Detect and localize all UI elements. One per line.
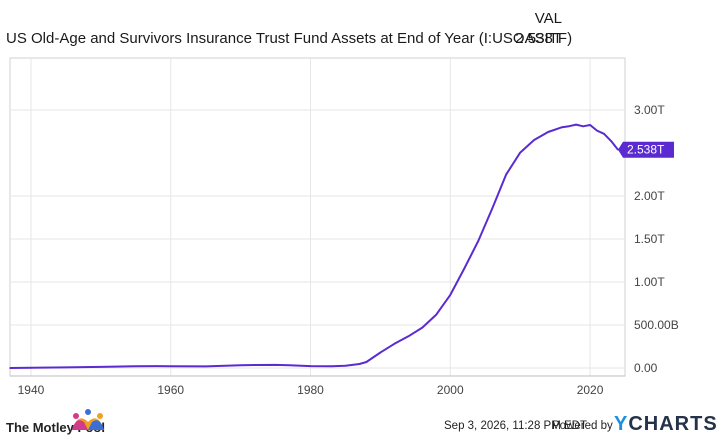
ycharts-logo-rest: CHARTS	[628, 413, 718, 435]
data-point	[393, 343, 396, 345]
data-point	[9, 367, 11, 369]
data-point	[344, 364, 347, 367]
data-point	[561, 126, 563, 128]
x-tick-label: 1980	[297, 383, 324, 397]
current-value: 2.538T	[515, 30, 562, 47]
x-tick-label: 1940	[18, 383, 45, 397]
series-line	[9, 123, 619, 369]
x-tick-label: 2020	[577, 383, 604, 397]
data-point	[407, 335, 410, 338]
x-tick-label: 1960	[157, 383, 184, 397]
data-point	[435, 313, 438, 316]
data-point	[204, 365, 207, 368]
jester-hat-icon	[72, 409, 104, 430]
motley-fool-logo: The Motley Fool	[6, 408, 116, 438]
data-point	[547, 131, 549, 133]
data-point	[596, 129, 598, 132]
data-point	[169, 365, 172, 368]
data-point	[155, 365, 158, 367]
x-tick-label: 2000	[437, 383, 464, 397]
data-point	[589, 124, 591, 126]
last-value-label: 2.538T	[627, 143, 665, 157]
data-point	[358, 363, 361, 365]
data-point	[568, 125, 570, 127]
data-point	[379, 351, 382, 354]
y-tick-label: 2.00T	[634, 189, 665, 203]
data-point	[491, 207, 494, 210]
data-point	[582, 125, 584, 128]
data-point	[610, 140, 612, 142]
plot-area	[9, 57, 626, 377]
y-tick-label: 500.00B	[634, 318, 679, 332]
data-point	[365, 361, 368, 363]
y-tick-label: 0.00	[634, 361, 658, 375]
last-value-flag	[618, 141, 675, 158]
data-point	[253, 364, 256, 366]
data-point	[330, 365, 333, 368]
chart-title: US Old-Age and Survivors Insurance Trust…	[6, 30, 573, 47]
ycharts-logo: YCHARTS	[614, 413, 718, 436]
data-point	[274, 364, 277, 366]
data-point	[533, 139, 535, 141]
data-point	[463, 267, 466, 270]
data-point	[603, 133, 605, 135]
y-tick-label: 1.50T	[634, 232, 665, 246]
y-tick-label: 1.00T	[634, 275, 665, 289]
data-point	[421, 326, 424, 329]
data-point	[239, 364, 242, 367]
data-point	[477, 240, 480, 242]
data-point	[100, 366, 102, 368]
footer-timestamp: Sep 3, 2026, 11:28 PM EDT	[444, 420, 587, 432]
data-point	[505, 173, 507, 176]
data-point	[309, 365, 312, 367]
powered-by-label: Powered by	[552, 420, 613, 432]
data-point	[65, 366, 67, 369]
y-tick-label: 3.00T	[634, 103, 665, 117]
value-column-header: VAL	[534, 10, 562, 27]
ycharts-logo-y: Y	[614, 413, 629, 435]
data-point	[288, 364, 291, 367]
data-point	[30, 367, 32, 369]
data-point	[519, 151, 521, 154]
data-point	[449, 294, 452, 296]
data-point	[575, 123, 577, 126]
data-point	[134, 365, 137, 367]
